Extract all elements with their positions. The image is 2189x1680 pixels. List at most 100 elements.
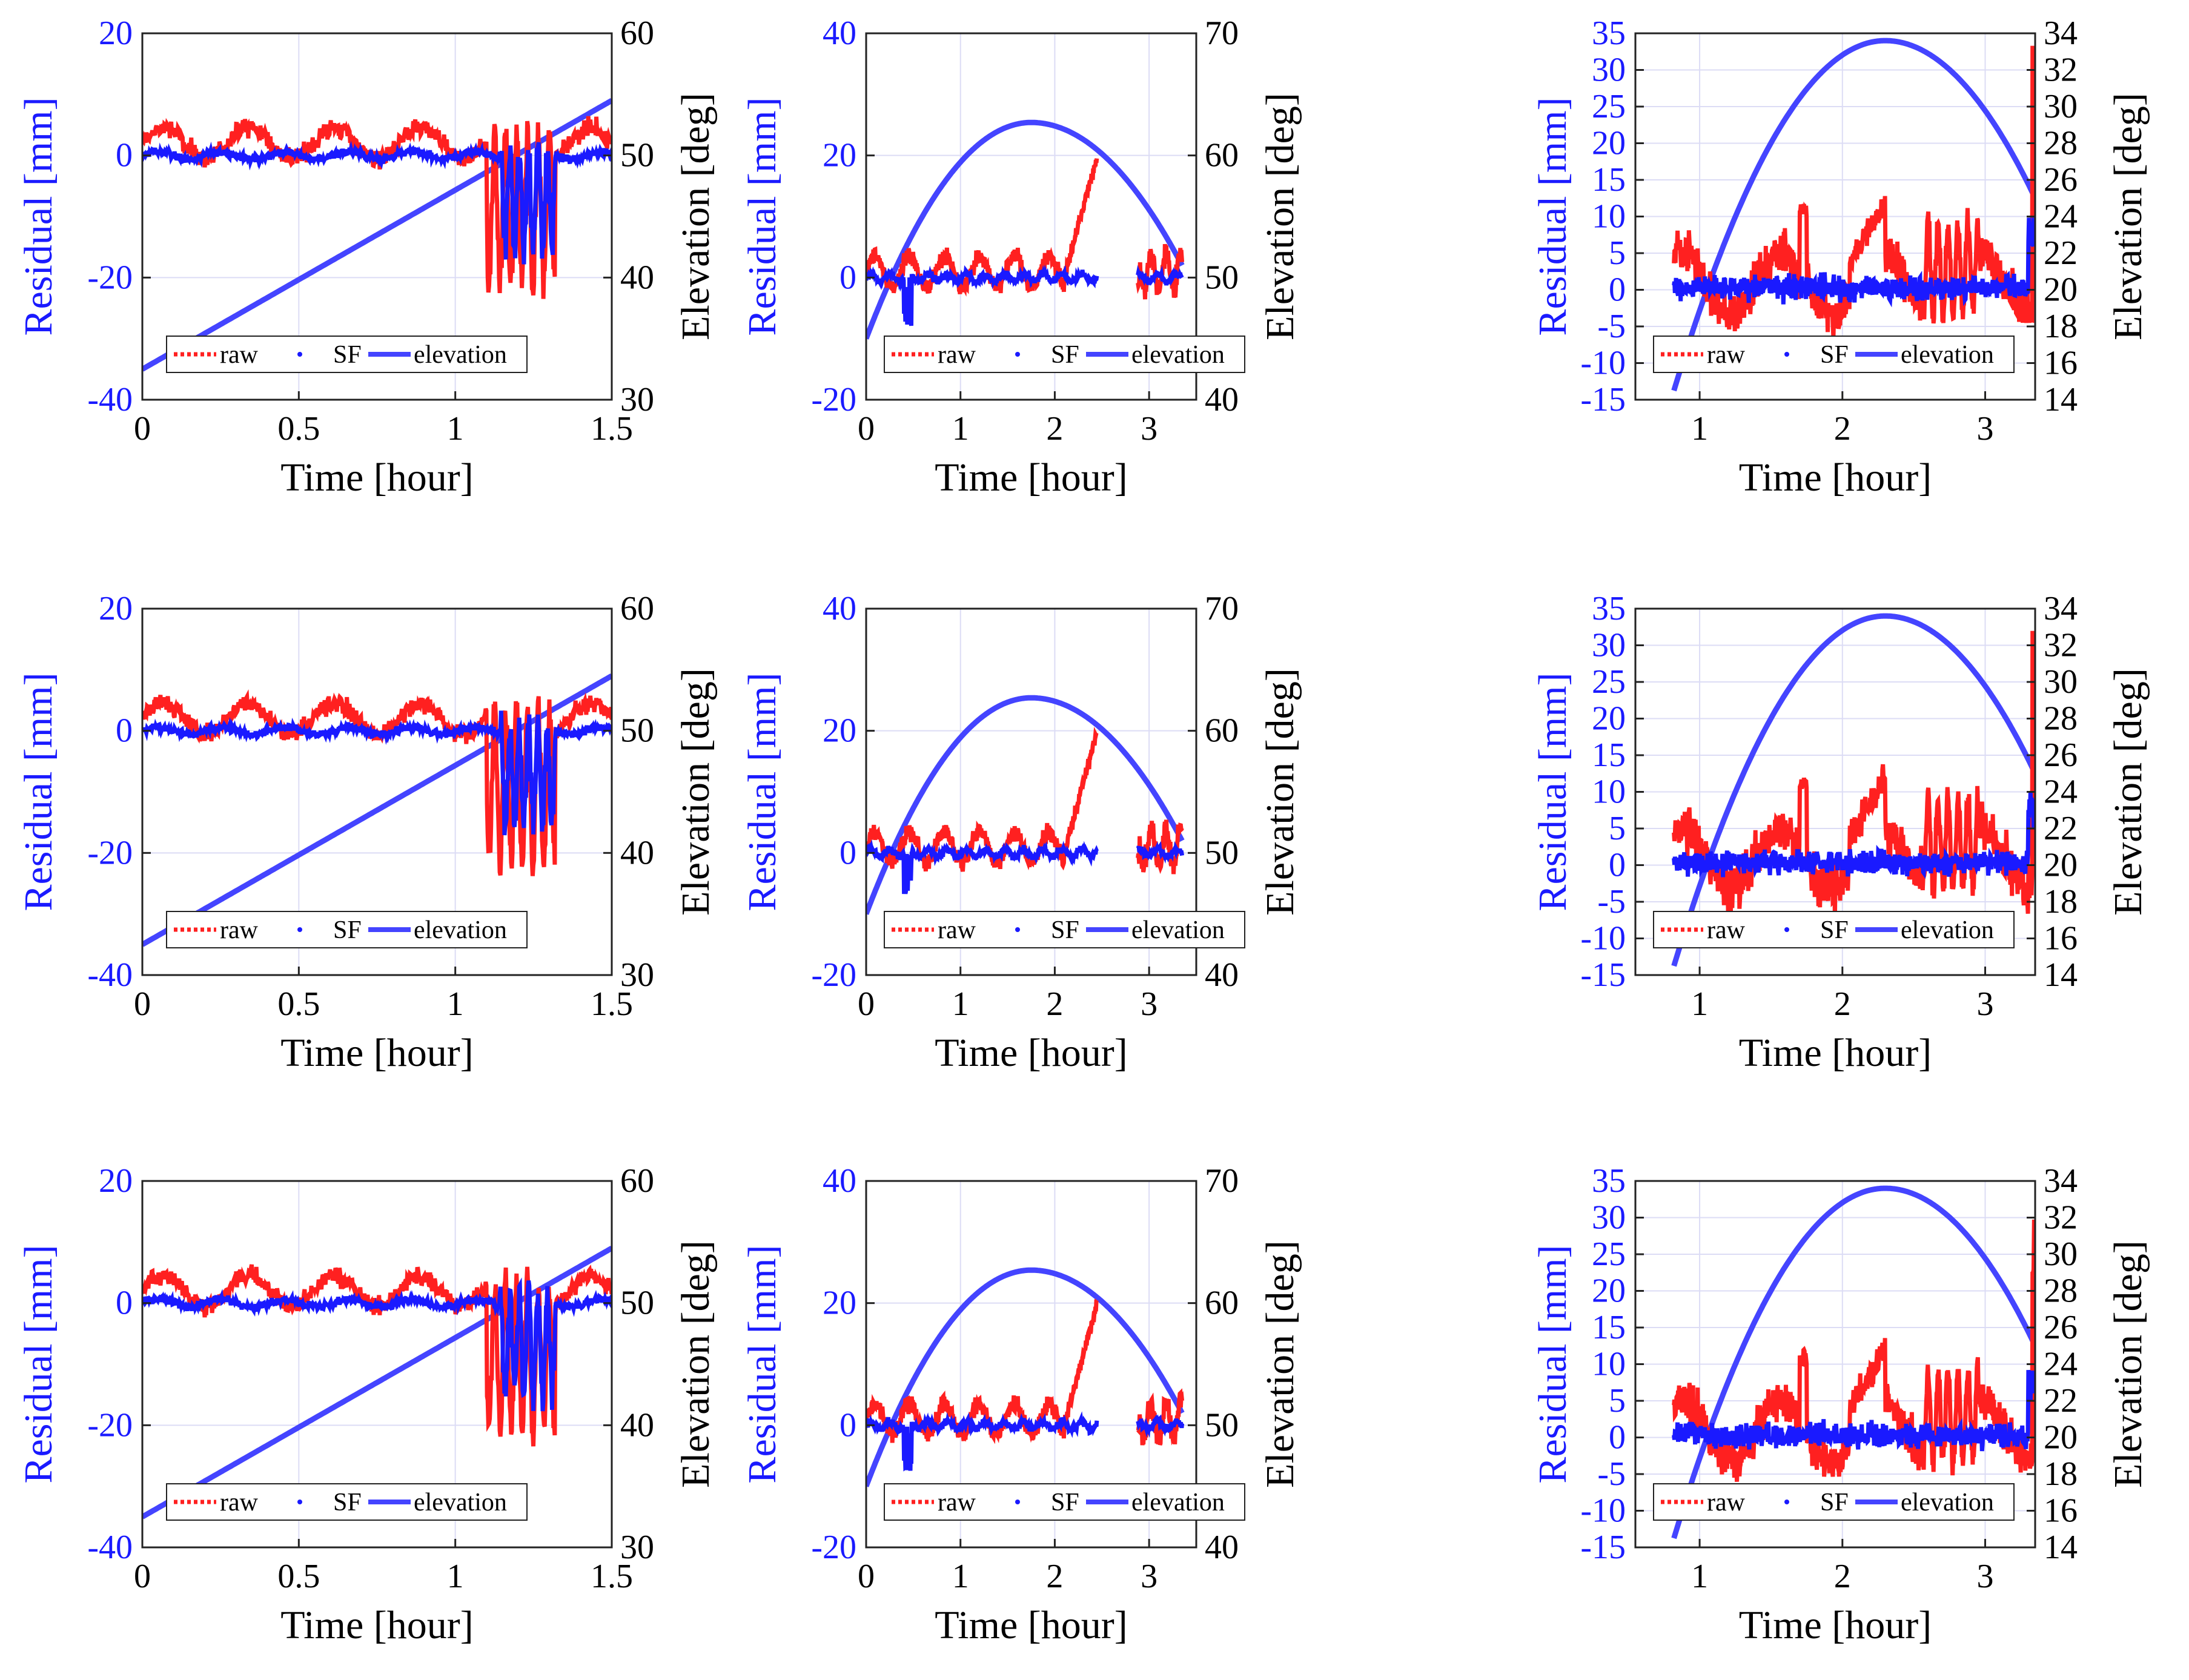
- y2-tick-label: 22: [2044, 810, 2078, 847]
- subplot-r3c1: 0 0.5 1 1.5 -40 -20 0 20 30 40 50 60 Time [hour] Resi…: [16, 1162, 718, 1647]
- x-tick-label: 1.5: [591, 1558, 633, 1595]
- series-sf: [866, 1411, 1185, 1472]
- y-tick-label: 15: [1592, 1309, 1626, 1346]
- legend-sf-marker: [297, 352, 302, 357]
- y2-tick-label: 18: [2044, 308, 2078, 345]
- x-tick-label: 2: [1834, 410, 1851, 448]
- legend-raw-label: raw: [938, 341, 976, 369]
- subplot-r2c3: 1 2 3-15-10-505101520253035141618202224262…: [1531, 590, 2150, 1075]
- legend: raw SF elevation: [166, 336, 528, 373]
- series-raw: [866, 158, 1185, 300]
- axes-box: [141, 1180, 613, 1549]
- plot-area: [1671, 38, 2035, 392]
- y2-tick-label: 26: [2044, 736, 2078, 774]
- x-tick-label: 1: [952, 985, 969, 1023]
- x-tick-label: 0.5: [277, 1558, 320, 1595]
- y2-tick-label: 40: [1205, 1529, 1239, 1566]
- x-tick-label: 2: [1046, 410, 1063, 448]
- y-tick-label: 20: [1592, 1272, 1626, 1310]
- y-axis-label-right: Elevation [deg]: [1258, 1240, 1302, 1488]
- y2-tick-label: 60: [620, 590, 654, 627]
- legend-sf-marker: [1015, 927, 1020, 932]
- y2-tick-label: 60: [620, 15, 654, 52]
- y-tick-label: 30: [1592, 51, 1626, 89]
- y2-tick-label: 24: [2044, 198, 2078, 236]
- legend: raw SF elevation: [1653, 336, 2015, 373]
- x-tick-label: 0.5: [277, 985, 320, 1023]
- y2-tick-label: 28: [2044, 1272, 2078, 1310]
- plot-area: [866, 1267, 1185, 1487]
- y2-tick-label: 60: [1205, 712, 1239, 750]
- y-tick-label: 40: [823, 15, 856, 52]
- x-axis-label: Time [hour]: [280, 1603, 473, 1647]
- legend-sf-label: SF: [333, 341, 362, 369]
- y2-tick-label: 40: [1205, 956, 1239, 994]
- legend-raw-label: raw: [1707, 341, 1746, 369]
- y2-tick-label: 16: [2044, 1492, 2078, 1530]
- legend-box: [884, 911, 1245, 948]
- legend-box: [166, 1483, 528, 1521]
- y2-tick-label: 18: [2044, 883, 2078, 921]
- legend-sf-marker: [1784, 927, 1789, 932]
- y2-tick-label: 50: [620, 712, 654, 750]
- y2-tick-label: 16: [2044, 920, 2078, 957]
- x-tick-label: 0: [134, 985, 151, 1023]
- y-tick-label: 0: [116, 137, 133, 174]
- x-tick-label: 1.5: [591, 410, 633, 448]
- series-elevation: [1671, 1185, 2035, 1539]
- subplot-r1c1: 0 0.5 1 1.5 -40 -20 0 20 30 40 50 60 Time [hour] Resi…: [16, 15, 718, 500]
- x-axis-label: Time [hour]: [935, 1603, 1127, 1647]
- y-tick-label: -15: [1580, 1529, 1626, 1566]
- y-tick-label: 0: [840, 1406, 856, 1444]
- plot-area: [142, 673, 612, 947]
- y-tick-label: 5: [1609, 234, 1626, 272]
- legend-sf-label: SF: [333, 1489, 362, 1516]
- y-axis-label-right: Elevation [deg]: [1258, 668, 1302, 916]
- y-tick-label: 20: [823, 1285, 856, 1322]
- y2-tick-label: 32: [2044, 1199, 2078, 1237]
- subplot-r1c3: 1 2 3-15-10-505101520253035141618202224262…: [1531, 15, 2150, 500]
- legend-raw-label: raw: [220, 1489, 259, 1516]
- series-elevation: [1671, 38, 2035, 392]
- y-tick-label: -20: [87, 834, 133, 871]
- legend-sf-marker: [1015, 352, 1020, 357]
- series-raw: [1672, 630, 2035, 918]
- y2-tick-label: 34: [2044, 590, 2078, 627]
- y2-tick-label: 50: [1205, 1406, 1239, 1444]
- x-axis-label: Time [hour]: [280, 455, 473, 500]
- y2-tick-label: 50: [620, 1285, 654, 1322]
- x-axis-label: Time [hour]: [935, 1031, 1127, 1075]
- legend-box: [166, 911, 528, 948]
- y-axis-label-right: Elevation [deg]: [674, 93, 718, 340]
- legend-sf-label: SF: [1051, 341, 1079, 369]
- y-tick-label: -10: [1580, 345, 1626, 382]
- x-tick-label: 3: [1977, 410, 1994, 448]
- y-tick-label: -20: [87, 1406, 133, 1444]
- legend-sf-marker: [297, 1500, 302, 1504]
- y-tick-label: 35: [1592, 1162, 1626, 1200]
- legend-elevation-label: elevation: [414, 916, 507, 944]
- x-tick-label: 0: [858, 1558, 875, 1595]
- legend-sf-label: SF: [1820, 916, 1849, 944]
- x-tick-label: 0: [134, 410, 151, 448]
- y2-tick-label: 30: [620, 1529, 654, 1566]
- plot-area: [142, 98, 612, 372]
- y-tick-label: -10: [1580, 920, 1626, 957]
- y-tick-label: 20: [823, 712, 856, 750]
- y-tick-label: -20: [811, 1529, 856, 1566]
- legend-raw-label: raw: [1707, 916, 1746, 944]
- x-tick-label: 3: [1141, 410, 1157, 448]
- legend-elevation-label: elevation: [1131, 916, 1225, 944]
- legend-box: [1653, 336, 2015, 373]
- y-tick-label: 30: [1592, 1199, 1626, 1237]
- x-tick-label: 3: [1977, 985, 1994, 1023]
- axes-box: [141, 32, 613, 401]
- y2-tick-label: 40: [620, 834, 654, 871]
- y2-tick-label: 26: [2044, 1309, 2078, 1346]
- y-tick-label: 20: [99, 1162, 133, 1200]
- x-tick-label: 0: [858, 410, 875, 448]
- y-tick-label: -5: [1597, 1455, 1626, 1493]
- series-sf: [142, 141, 612, 265]
